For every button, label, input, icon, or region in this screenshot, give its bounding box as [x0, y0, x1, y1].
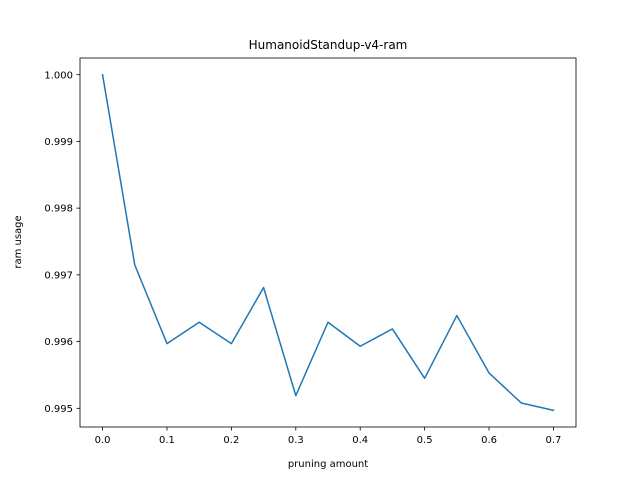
x-tick-label: 0.0 [95, 435, 111, 446]
x-tick-label: 0.4 [352, 435, 368, 446]
x-tick-label: 0.3 [288, 435, 304, 446]
plot-layer [101, 73, 555, 412]
x-axis-label: pruning amount [288, 459, 368, 470]
chart-title: HumanoidStandup-v4-ram [249, 38, 408, 52]
axes-frame [79, 57, 577, 428]
y-tick-label: 1.000 [44, 70, 73, 81]
x-tick-label: 0.7 [546, 435, 562, 446]
y-axis-label: ram usage [13, 215, 24, 268]
x-tick-label: 0.5 [417, 435, 433, 446]
series-line-0 [101, 73, 555, 412]
y-tick-label: 0.998 [44, 204, 73, 215]
x-tick-label: 0.1 [159, 435, 175, 446]
axes-layer: 0.0 0.1 0.2 0.3 0.4 0.5 0.6 0.7 0.995 0.996 0.997 0… [44, 57, 577, 446]
y-tick-label: 0.995 [44, 404, 73, 415]
y-tick-label: 0.997 [44, 270, 73, 281]
y-tick-label: 0.999 [44, 137, 73, 148]
x-tick-label: 0.6 [481, 435, 497, 446]
x-tick-label: 0.2 [223, 435, 239, 446]
y-tick-label: 0.996 [44, 337, 73, 348]
